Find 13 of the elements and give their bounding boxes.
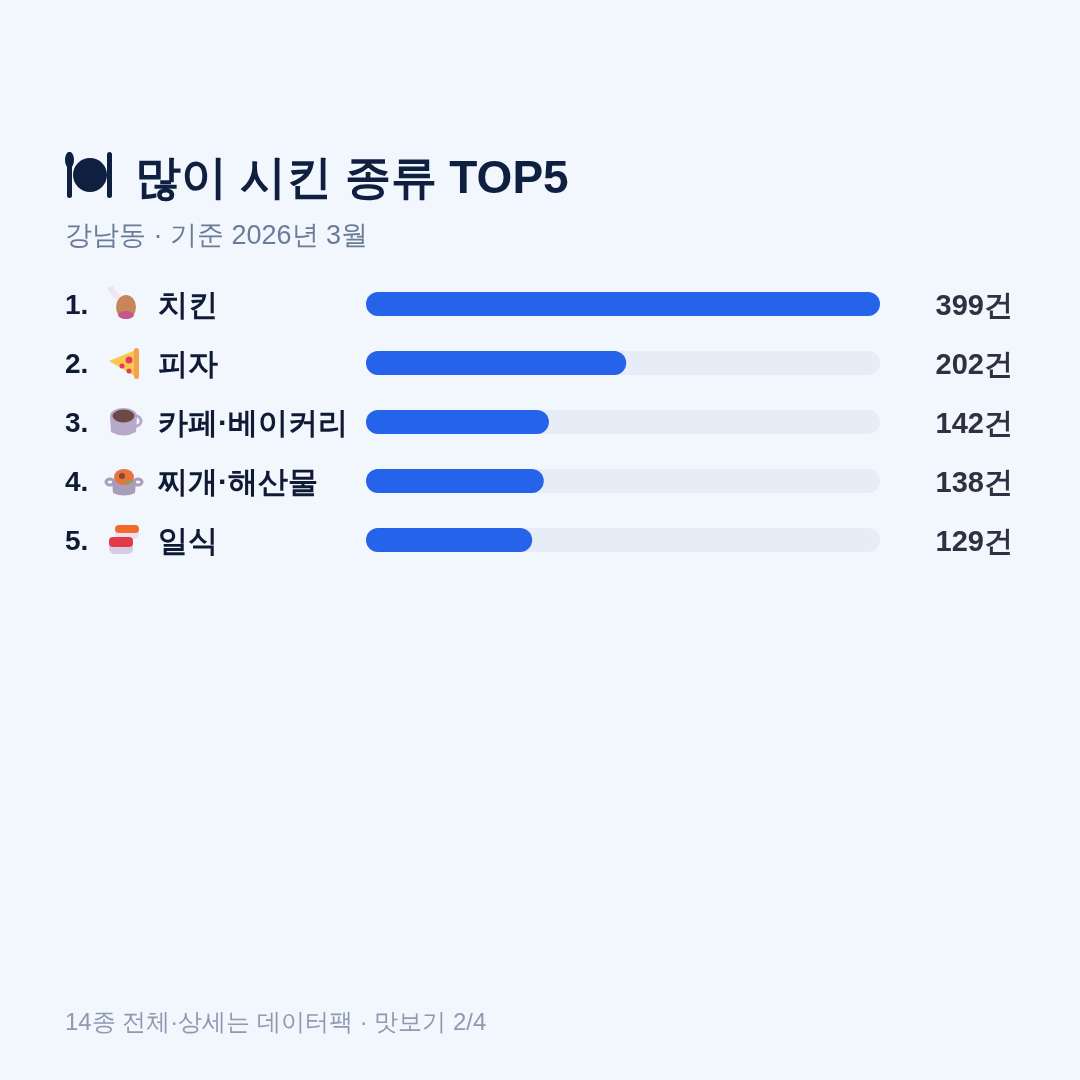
- data-label: 129건: [935, 525, 1013, 557]
- data-label: 202건: [935, 348, 1013, 380]
- chart-title: 많이 시킨 종류 TOP5: [135, 151, 569, 203]
- category-label: 5. 일식: [65, 524, 218, 557]
- text: 14종 전체·상세는 데이터팩 · 맛보기 2/4: [65, 1008, 487, 1035]
- chart-subtitle: 강남동 · 기준 2026년 3월: [65, 220, 369, 250]
- category-label: 4. 찌개·해산물: [65, 465, 318, 498]
- category-label: 2. 피자: [65, 347, 218, 380]
- category-label: 1. 치킨: [65, 288, 218, 321]
- data-label: 399건: [935, 289, 1013, 321]
- data-label: 138건: [935, 466, 1013, 498]
- data-label: 142건: [935, 407, 1013, 439]
- category-label: 3. 카페·베이커리: [65, 406, 348, 439]
